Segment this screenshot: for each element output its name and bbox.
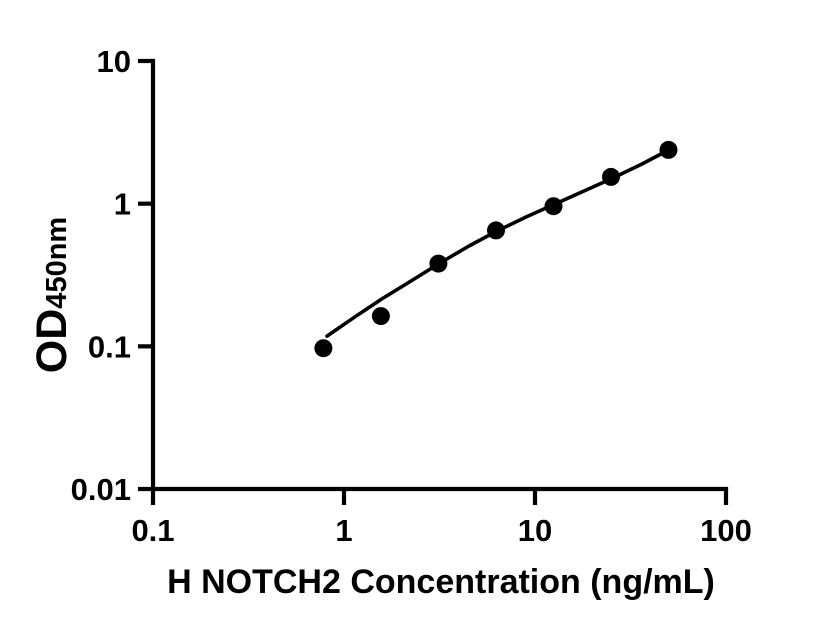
- data-point: [487, 221, 505, 240]
- data-point: [314, 339, 333, 358]
- data-points: [314, 140, 678, 358]
- y-axis-title-subscript: 450nm: [41, 217, 73, 309]
- x-tick-label: 0.1: [131, 513, 174, 548]
- x-axis-title: H NOTCH2 Concentration (ng/mL): [167, 563, 715, 601]
- y-tick-label: 10: [97, 44, 131, 79]
- data-point: [659, 140, 678, 159]
- data-point: [602, 167, 620, 186]
- x-tick-label: 1: [335, 513, 352, 548]
- data-point: [371, 307, 390, 326]
- y-axis-title: OD450nm: [28, 217, 76, 373]
- y-tick-label: 1: [114, 187, 131, 222]
- x-tick-label: 10: [518, 513, 552, 548]
- y-tick-label: 0.01: [71, 472, 131, 507]
- data-point: [429, 254, 448, 273]
- y-axis-title-main: OD: [28, 309, 76, 374]
- y-tick-label: 0.1: [88, 329, 131, 364]
- x-tick-label: 100: [700, 513, 752, 548]
- axes: [150, 58, 729, 492]
- data-point: [544, 197, 563, 216]
- axis-ticks: [138, 58, 729, 506]
